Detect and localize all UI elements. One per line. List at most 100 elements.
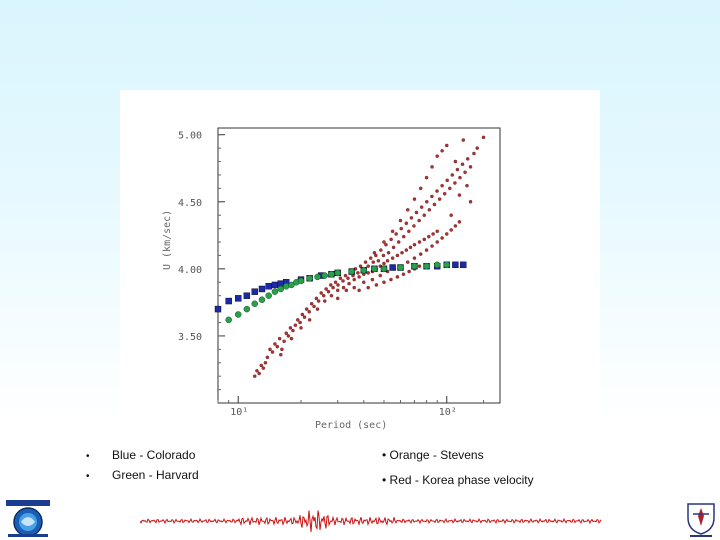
data-point-red	[460, 162, 465, 166]
data-point-red	[412, 197, 417, 201]
data-point-red	[352, 285, 356, 290]
data-point-harvard	[371, 265, 378, 273]
data-point-red	[384, 242, 388, 247]
data-point-red	[357, 275, 361, 279]
data-point-harvard	[297, 277, 305, 285]
data-point-red	[481, 135, 486, 140]
data-point-red	[346, 276, 350, 280]
data-point-red	[408, 245, 413, 250]
y-tick-label: 4.00	[178, 265, 202, 276]
data-point-red	[396, 240, 401, 244]
data-point-red	[298, 320, 302, 325]
data-point-harvard	[328, 270, 335, 278]
data-point-colorado	[258, 285, 266, 293]
data-point-red	[382, 261, 386, 266]
data-point-harvard	[243, 305, 251, 313]
data-point-red	[468, 165, 473, 169]
data-point-red	[448, 186, 452, 191]
data-point-colorado	[235, 295, 242, 302]
data-point-red	[453, 224, 458, 228]
data-point-red	[458, 175, 462, 180]
legend-bullet: •	[86, 451, 90, 462]
data-point-red	[370, 277, 375, 282]
data-point-red	[307, 310, 311, 314]
data-point-harvard	[271, 288, 279, 295]
data-point-harvard	[251, 300, 258, 307]
data-point-red	[341, 279, 345, 283]
data-point-red	[352, 277, 356, 282]
data-point-red	[412, 256, 417, 260]
data-point-red	[280, 347, 284, 352]
data-point-red	[382, 240, 386, 244]
data-point-red	[286, 334, 291, 338]
data-point-red	[321, 293, 326, 298]
data-point-red	[385, 259, 390, 263]
data-point-harvard	[321, 272, 329, 279]
legend-left: • Blue - Colorado • Green - Harvard	[86, 446, 199, 486]
data-point-colorado	[265, 283, 272, 290]
data-point-red	[430, 194, 434, 199]
data-point-colorado	[389, 264, 396, 271]
data-point-red	[405, 208, 410, 212]
data-point-red	[435, 240, 439, 244]
data-point-red	[376, 259, 381, 263]
data-point-red	[445, 178, 449, 183]
data-point-red	[391, 245, 396, 250]
data-point-colorado	[251, 288, 258, 295]
data-point-red	[270, 350, 275, 354]
data-point-red	[371, 260, 375, 264]
data-point-red	[435, 154, 439, 158]
data-point-red	[304, 307, 309, 311]
data-point-red	[309, 301, 314, 306]
data-point-red	[381, 253, 386, 258]
data-point-red	[440, 183, 444, 188]
data-point-red	[372, 251, 377, 255]
data-point-red	[440, 236, 444, 240]
data-point-red	[463, 170, 467, 175]
data-points	[214, 135, 486, 378]
data-point-harvard	[380, 265, 388, 273]
data-point-red	[289, 336, 294, 341]
data-point-red	[422, 237, 427, 242]
data-point-red	[386, 251, 391, 255]
data-point-colorado	[277, 280, 284, 287]
data-point-red	[382, 280, 386, 285]
data-point-harvard	[314, 273, 321, 281]
data-point-red	[431, 232, 435, 236]
data-point-colorado	[214, 305, 222, 313]
data-point-red	[368, 256, 373, 260]
data-point-red	[402, 234, 406, 239]
legend-bullet: •	[86, 471, 90, 482]
data-point-red	[329, 283, 333, 287]
legend-label-colorado: Blue - Colorado	[112, 448, 196, 462]
data-point-red	[404, 248, 409, 252]
data-point-red	[457, 193, 462, 197]
data-point-red	[335, 288, 340, 293]
data-point-red	[341, 285, 346, 290]
data-point-red	[449, 228, 453, 232]
data-point-red	[390, 229, 395, 234]
data-point-red	[418, 252, 423, 256]
data-point-red	[335, 296, 340, 301]
data-point-red	[293, 323, 298, 327]
legend-right: • Orange - Stevens • Red - Korea phase v…	[382, 446, 534, 496]
data-point-harvard	[265, 292, 272, 299]
data-point-red	[366, 264, 370, 268]
data-point-red	[277, 336, 282, 341]
data-point-red	[412, 224, 416, 228]
data-point-red	[363, 260, 368, 264]
data-point-red	[366, 285, 370, 290]
data-point-red	[435, 229, 439, 234]
data-point-red	[400, 251, 404, 255]
y-tick-label: 4.50	[178, 198, 202, 209]
data-point-red	[257, 371, 261, 376]
data-point-red	[324, 287, 328, 291]
data-point-red	[302, 315, 307, 319]
data-point-red	[307, 318, 312, 322]
data-point-harvard	[306, 274, 313, 282]
data-point-red	[445, 232, 449, 236]
plot-frame	[217, 127, 501, 404]
data-point-colorado	[452, 261, 459, 269]
data-point-red	[457, 220, 462, 224]
axes	[217, 127, 501, 404]
